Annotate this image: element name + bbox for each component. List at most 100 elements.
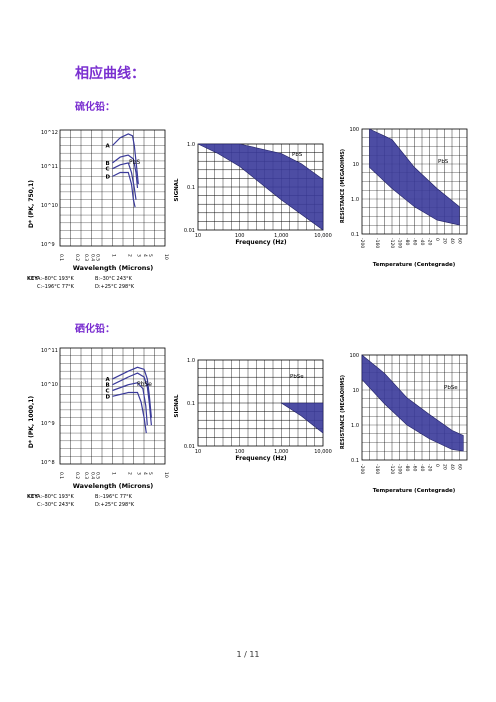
x-tick-label: -100 [397,464,403,474]
y-tick: 10^11 [41,348,58,354]
series-label: B [106,383,110,389]
x-tick-label: 1 [111,254,117,257]
series-label: B [106,161,110,167]
x-tick-label: 0.4 [90,472,96,479]
resistance-band [369,128,460,226]
x-tick-label: 10,000 [314,233,332,239]
x-tick-label: 0.4 [90,254,96,261]
material-label: PbSe [444,385,458,391]
y-tick-label: 0.1 [351,232,359,238]
pbse-resistance-chart: RESISTANCE (MEGAOHMS) 100 10 1.0 0.1 -200 -1… [340,353,468,494]
y-tick: 10^12 [41,130,58,136]
series-label: C [106,389,110,395]
y-tick: 10^10 [41,382,58,388]
series-line-d [112,391,147,434]
x-tick-label: -60 [412,464,418,471]
y-tick: 10^8 [41,460,55,466]
x-tick-label: 40 [449,464,455,470]
grid [60,130,165,246]
material-label: PbS [438,159,449,165]
y-tick-label: 1.0 [187,142,195,148]
y-tick-label: 0.1 [187,185,195,191]
y-tick-label: 1.0 [187,358,195,364]
x-tick-labels: 0.1 0.2 0.3 0.4 0.5 1 2 3 4 5 10 [58,254,169,261]
y-tick-labels: 10^12 10^11 10^10 10^9 [41,130,58,248]
y-tick: 10^9 [41,242,55,248]
x-tick-label: 1 [111,472,117,475]
x-tick-label: 4 [142,472,148,475]
ylabel: SIGNAL [174,394,180,417]
x-tick-label: -120 [389,464,395,474]
xlabel: Wavelength (Microns) [73,264,154,272]
x-tick-labels: -200 -160 -120 -100 -80 -60 -40 -20 0 20 40 60 [359,238,463,248]
key-entry: D:+25°C 298°K [95,284,135,290]
y-tick-label: 100 [349,127,359,133]
series-label: D [106,174,111,180]
series-label: A [106,377,111,383]
series-line-b [112,154,139,189]
x-tick-label: -100 [397,238,403,248]
y-tick-label: 1.0 [351,423,359,429]
pbs-detectivity-chart: D* (PK, 750,1) 10^12 10^11 10^10 10^9 A B… [27,129,169,290]
x-tick-label: 10 [163,472,169,478]
x-tick-label: 10 [195,449,201,455]
y-tick: 10^10 [41,203,58,209]
y-tick-labels: 1.0 0.1 0.01 [184,142,195,234]
resistance-band [361,354,464,452]
x-tick-label: 100 [235,233,245,239]
key-title: KEY [27,494,38,500]
key-entry: C:–30°C 243°K [37,502,75,508]
series-line-b [112,372,152,426]
x-tick-label: 0.3 [83,254,89,261]
xlabel: Wavelength (Microns) [73,482,154,490]
xlabel: Temperature (Centegrade) [373,262,456,268]
y-tick: 10^9 [41,421,55,427]
x-tick-label: 0.5 [95,254,101,261]
x-tick-label: -120 [389,238,395,248]
ylabel: SIGNAL [174,178,180,201]
key-title: KEY [27,276,38,282]
series-line-a [112,366,152,418]
x-tick-label: 4 [142,254,148,257]
x-tick-label: 0.1 [58,472,64,479]
x-tick-label: -200 [359,238,365,248]
pbs-resistance-chart: RESISTANCE (MEGAOHMS) 100 10 1.0 0.1 -200 -1… [340,127,468,268]
x-tick-label: -40 [419,464,425,471]
xlabel: Frequency (Hz) [235,239,286,246]
y-tick: 10^11 [41,164,58,170]
ylabel: D* (PK, 1000,1) [28,396,35,449]
x-tick-label: 60 [457,464,463,470]
x-tick-label: 1,000 [274,449,288,455]
xlabel: Temperature (Centegrade) [373,488,456,494]
x-tick-label: 3 [136,472,142,475]
y-tick-label: 0.1 [187,401,195,407]
y-tick-label: 1.0 [351,197,359,203]
key-entry: B:–30°C 243°K [95,276,133,282]
x-tick-labels: 10 100 1,000 10,000 [195,449,332,455]
x-tick-label: -200 [359,464,365,474]
x-tick-label: -60 [412,238,418,245]
x-tick-label: 0 [434,464,440,467]
key-entry: D:+25°C 298°K [95,502,135,508]
key-entry: A:–80°C 193°K [37,494,75,500]
y-tick-labels: 1.0 0.1 0.01 [184,358,195,450]
y-tick-label: 10 [353,162,359,168]
x-tick-labels: 10 100 1,000 10,000 [195,233,332,239]
signal-band [280,402,324,434]
material-label: PbSe [290,374,304,380]
x-tick-label: 0.5 [95,472,101,479]
material-label: PbS [292,152,303,158]
xlabel: Frequency (Hz) [235,455,286,462]
x-tick-labels: -200 -160 -120 -100 -80 -60 -40 -20 0 20 40 60 [359,464,463,474]
x-tick-label: 10 [163,254,169,260]
series-label: C [106,167,110,173]
y-tick-label: 0.01 [184,228,195,234]
x-tick-label: 0.3 [83,472,89,479]
y-tick-label: 0.01 [184,444,195,450]
x-tick-label: -80 [404,238,410,245]
x-tick-label: 60 [457,238,463,244]
x-tick-label: 0.2 [74,254,80,261]
y-tick-labels: 10^11 10^10 10^9 10^8 [41,348,58,466]
x-tick-label: -160 [374,464,380,474]
